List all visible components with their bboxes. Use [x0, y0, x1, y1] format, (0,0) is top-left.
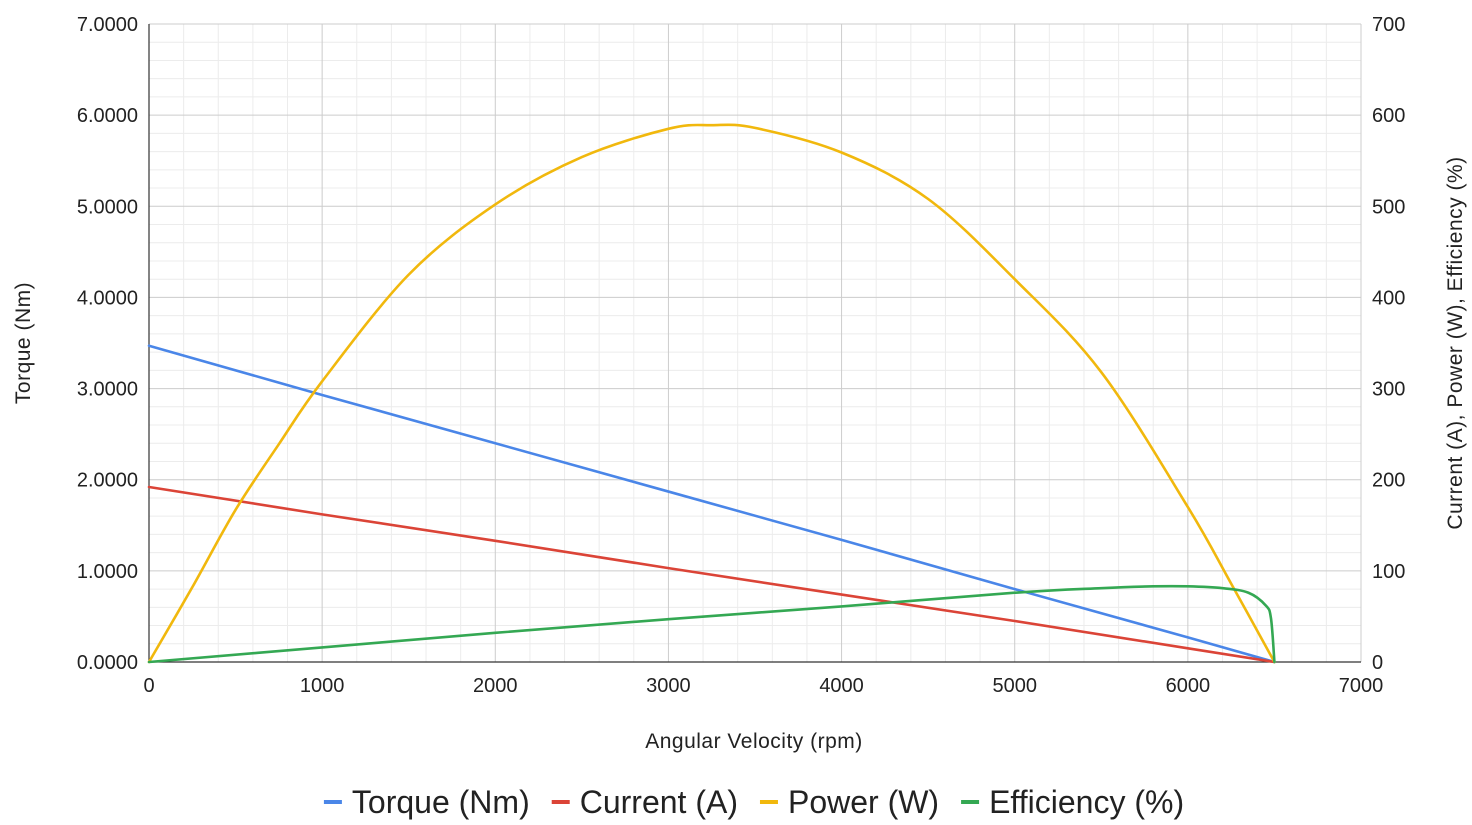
y-left-tick-label: 2.0000: [77, 470, 138, 492]
minor-gridlines: [149, 24, 1361, 662]
legend-swatch-power: [759, 800, 778, 804]
legend-label-power: Power (W): [788, 784, 939, 820]
legend-item-efficiency: Efficiency (%): [961, 784, 1184, 820]
y-axis-left-title: Torque (Nm): [12, 282, 35, 404]
y-left-tick-label: 0.0000: [77, 652, 138, 674]
x-tick-label: 4000: [819, 675, 864, 697]
y-left-tick-label: 4.0000: [77, 287, 138, 309]
y-right-tick-label: 0: [1372, 652, 1383, 674]
series-line-current: [147, 485, 1276, 664]
legend-swatch-torque: [323, 800, 342, 804]
y-left-tick-label: 1.0000: [77, 561, 138, 583]
y-right-tick-label: 100: [1372, 561, 1405, 583]
x-tick-label: 0: [143, 675, 154, 697]
series-layer: [147, 123, 1276, 664]
y-left-tick-label: 3.0000: [77, 379, 138, 401]
y-right-tick-label: 700: [1372, 14, 1405, 36]
legend-label-current: Current (A): [580, 784, 738, 820]
major-gridlines: [148, 23, 1362, 663]
legend-swatch-current: [551, 800, 570, 804]
x-axis-title: Angular Velocity (rpm): [645, 730, 863, 753]
legend-item-power: Power (W): [759, 784, 939, 820]
y-right-tick-label: 300: [1372, 379, 1405, 401]
y-right-tick-label: 200: [1372, 470, 1405, 492]
y-axis-right-title: Current (A), Power (W), Efficiency (%): [1444, 156, 1467, 529]
tick-labels: 0 1000 2000 3000 4000 5000 6000 70000.00001.000…: [77, 14, 1406, 697]
y-left-tick-label: 6.0000: [77, 105, 138, 127]
x-tick-label: 5000: [992, 675, 1037, 697]
legend-item-torque: Torque (Nm): [323, 784, 530, 820]
y-right-tick-label: 400: [1372, 287, 1405, 309]
axes: [148, 24, 1361, 663]
x-tick-label: 1000: [300, 675, 345, 697]
legend-swatch-efficiency: [961, 800, 980, 804]
legend: Torque (Nm) Current (A) Power (W) Efficienc…: [323, 784, 1184, 820]
x-tick-label: 7000: [1339, 675, 1384, 697]
x-tick-label: 3000: [646, 675, 691, 697]
series-line-torque: [147, 344, 1276, 664]
x-tick-label: 6000: [1166, 675, 1211, 697]
series-line-power: [147, 123, 1276, 664]
legend-label-torque: Torque (Nm): [352, 784, 530, 820]
y-right-tick-label: 600: [1372, 105, 1405, 127]
y-left-tick-label: 5.0000: [77, 196, 138, 218]
y-left-tick-label: 7.0000: [77, 14, 138, 36]
y-right-tick-label: 500: [1372, 196, 1405, 218]
legend-label-efficiency: Efficiency (%): [989, 784, 1184, 820]
legend-item-current: Current (A): [551, 784, 738, 820]
x-tick-label: 2000: [473, 675, 518, 697]
series-line-efficiency: [147, 584, 1276, 664]
